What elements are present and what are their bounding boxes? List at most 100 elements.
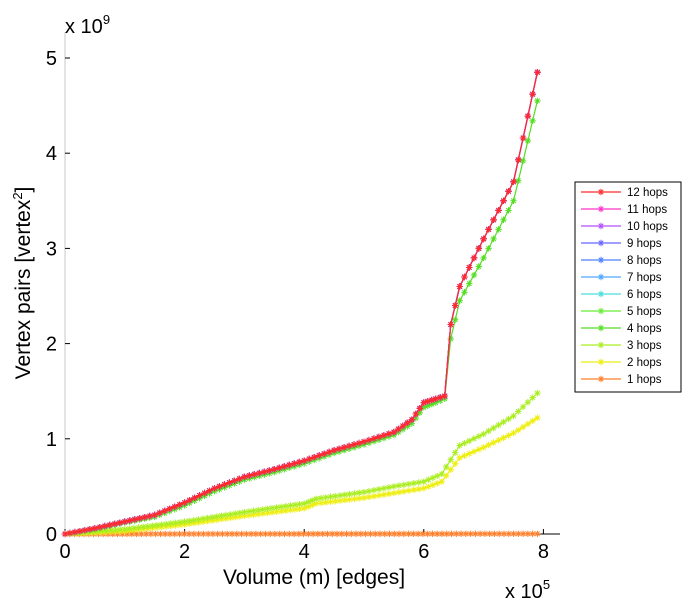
series-marker xyxy=(167,520,174,527)
series-marker xyxy=(456,297,463,304)
series-marker xyxy=(500,418,507,426)
series-marker xyxy=(232,510,239,517)
series-marker xyxy=(424,402,431,409)
series-marker xyxy=(472,530,479,538)
series-marker xyxy=(410,530,417,538)
series-marker xyxy=(209,530,217,538)
series-marker xyxy=(480,444,487,451)
series-marker xyxy=(330,447,338,454)
y-tick-label: 2 xyxy=(46,334,57,356)
legend-swatch-marker xyxy=(597,341,605,349)
legend-swatch-marker xyxy=(597,290,605,298)
series-marker xyxy=(466,437,473,445)
series-marker xyxy=(515,177,522,185)
series-marker xyxy=(158,521,165,528)
series-marker xyxy=(475,263,483,270)
series-marker xyxy=(308,501,316,509)
series-marker xyxy=(380,432,388,439)
series-marker xyxy=(309,530,317,538)
series-marker xyxy=(360,494,368,502)
series-marker xyxy=(291,501,299,509)
series-marker xyxy=(305,455,313,463)
series-marker xyxy=(534,69,541,76)
series-marker xyxy=(166,530,174,538)
series-marker xyxy=(355,439,363,447)
series-marker xyxy=(524,112,532,120)
series-marker xyxy=(341,496,349,504)
series-marker xyxy=(400,488,408,495)
series-marker xyxy=(420,478,427,485)
series-marker xyxy=(491,530,498,538)
series-marker xyxy=(218,516,225,523)
series-marker xyxy=(219,530,226,538)
series-marker xyxy=(466,264,473,271)
series-marker xyxy=(255,506,262,514)
series-marker xyxy=(268,509,276,516)
series-marker xyxy=(466,280,473,287)
series-marker xyxy=(490,216,497,224)
series-marker xyxy=(271,466,278,473)
series-marker xyxy=(138,530,145,538)
y-multiplier-exponent: 9 xyxy=(103,12,110,27)
series-marker xyxy=(519,403,527,411)
series-marker xyxy=(96,523,104,531)
legend-swatch-marker xyxy=(597,307,605,315)
series-marker xyxy=(98,527,105,535)
series-marker xyxy=(399,426,407,433)
legend-swatch-marker xyxy=(597,239,605,247)
series-marker xyxy=(333,530,341,538)
series-marker xyxy=(142,530,150,538)
series-marker xyxy=(529,117,536,125)
series-marker xyxy=(250,511,257,518)
series-marker xyxy=(456,283,463,290)
series-marker xyxy=(424,530,431,538)
series-marker xyxy=(241,508,248,516)
series-marker xyxy=(447,456,454,463)
series-marker xyxy=(438,478,445,485)
series-marker xyxy=(505,415,512,423)
series-marker xyxy=(490,424,497,432)
series-marker xyxy=(204,530,212,538)
series-marker xyxy=(101,522,109,530)
series-marker xyxy=(451,449,459,456)
legend-swatch-marker xyxy=(597,205,605,213)
series-marker xyxy=(236,513,243,520)
series-marker xyxy=(222,515,230,522)
series-marker xyxy=(89,528,96,536)
series-marker xyxy=(461,273,468,281)
series-marker xyxy=(176,501,183,508)
series-marker xyxy=(390,428,398,436)
series-marker xyxy=(376,530,384,538)
series-marker xyxy=(500,197,507,204)
series-marker xyxy=(420,399,427,406)
series-marker xyxy=(61,530,69,538)
series-marker xyxy=(181,530,188,538)
series-marker xyxy=(437,397,444,404)
legend-item: 6 hops xyxy=(581,289,662,301)
series-marker xyxy=(163,520,170,528)
series-marker xyxy=(510,530,517,538)
series-marker xyxy=(317,499,325,507)
series-marker xyxy=(264,509,271,517)
series-marker xyxy=(346,490,353,498)
series-marker xyxy=(429,530,436,538)
series-marker xyxy=(190,516,197,524)
series-marker xyxy=(370,435,378,442)
series-marker xyxy=(447,466,454,473)
series-marker xyxy=(264,505,271,513)
series-marker xyxy=(500,434,507,442)
series-marker xyxy=(310,454,318,461)
series-marker xyxy=(443,463,450,471)
legend: 12 hops 11 hops 10 hops 9 hops 8 hops 7 hops 6… xyxy=(574,181,682,393)
series-marker xyxy=(171,503,178,510)
legend-label: 9 hops xyxy=(627,238,662,250)
series-marker xyxy=(400,481,408,489)
series-marker xyxy=(451,316,459,323)
series-marker xyxy=(291,460,298,467)
x-tick-label: 8 xyxy=(538,541,549,563)
series-marker xyxy=(475,433,483,440)
series-marker xyxy=(128,530,136,538)
x-axis-label: Volume (m) [edges] xyxy=(223,566,405,589)
legend-label: 6 hops xyxy=(627,289,662,301)
series-marker xyxy=(515,408,522,415)
